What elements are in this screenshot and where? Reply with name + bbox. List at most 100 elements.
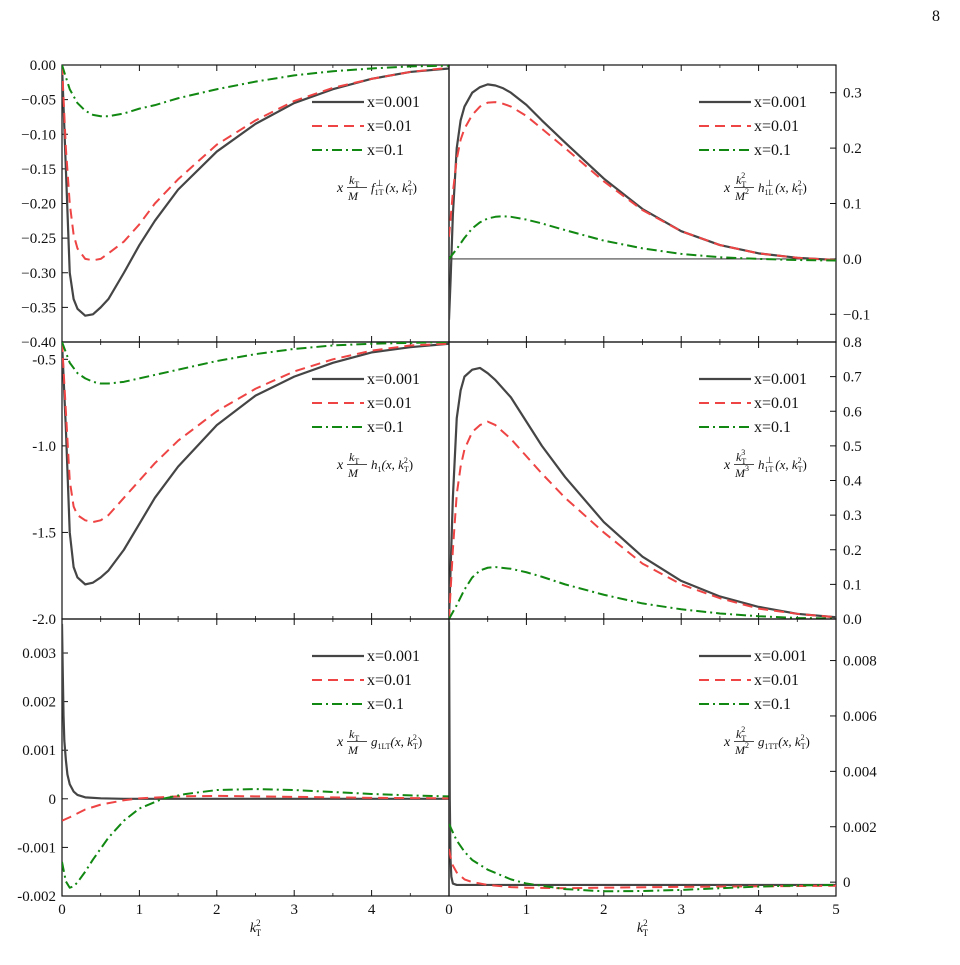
y-tick-label: 0.004 <box>843 764 877 780</box>
series-line-2 <box>449 215 836 262</box>
y-tick-label: 0.7 <box>843 370 862 386</box>
formula-denominator: M2 <box>734 741 749 757</box>
formula-denominator: M <box>347 466 359 480</box>
y-tick-label: 0.2 <box>843 543 862 559</box>
x-tick-label: 1 <box>136 902 144 918</box>
formula-numerator: kT2 <box>736 725 746 743</box>
y-tick-label: 0.6 <box>843 404 862 420</box>
series-line-2 <box>62 342 449 385</box>
y-tick-label: −0.20 <box>21 197 56 213</box>
legend-label-0: x=0.001 <box>754 94 807 111</box>
legend-label-2: x=0.1 <box>754 419 791 436</box>
y-tick-label: 0.4 <box>843 474 862 490</box>
series-line-1 <box>449 420 836 619</box>
x-tick-label: 4 <box>755 902 763 918</box>
panel-middle-left: -0.5 -1.0 -1.5 -2.0 x=0.001 x=0.01 x=0.1 xkTMh1… <box>32 341 450 628</box>
y-tick-label: 0.003 <box>22 646 56 662</box>
legend-label-1: x=0.01 <box>754 395 799 412</box>
formula-function: h1(x, k2 T) <box>371 456 413 474</box>
y-tick-label: -2.0 <box>32 612 56 628</box>
legend-label-1: x=0.01 <box>754 672 799 689</box>
y-tick-label: −0.15 <box>21 162 56 178</box>
y-tick-label: 0 <box>843 875 851 891</box>
x-axis-title: k2 T <box>250 918 262 938</box>
formula-prefix: x <box>723 181 731 196</box>
y-tick-label: 0.008 <box>843 654 877 670</box>
y-tick-label: 0.0 <box>843 252 862 268</box>
y-tick-label: 0 <box>49 792 57 808</box>
x-tick-label: 5 <box>832 902 840 918</box>
y-tick-label: −0.30 <box>21 266 56 282</box>
panel-top-right: 0.3 0.2 0.1 0.0 −0.1 x=0.001 x=0.01 x=0.1 x kT2M2… <box>448 64 870 343</box>
x-tick-label: 2 <box>600 902 608 918</box>
series-line-1 <box>449 101 836 262</box>
formula-function: h1L⊥ (x, k2 T) <box>758 178 807 197</box>
legend-label-0: x=0.001 <box>754 648 807 665</box>
formula-numerator: kT2 <box>736 171 746 189</box>
y-tick-label: 0.8 <box>843 335 862 351</box>
formula-denominator: M2 <box>734 187 749 203</box>
y-tick-label: -0.001 <box>17 840 56 856</box>
formula-numerator: kT <box>349 450 359 466</box>
series-line-1 <box>62 342 449 524</box>
legend-label-0: x=0.001 <box>367 648 420 665</box>
panel-middle-right: 0.8 0.7 0.6 0.5 0.4 0.3 0.2 0.1 0.0 x=0.001 x=0.01… <box>448 335 862 628</box>
formula-function: f1T⊥ (x, k2 T) <box>371 178 417 197</box>
y-tick-label: −0.05 <box>21 93 56 109</box>
y-tick-label: 0.00 <box>30 58 56 74</box>
y-tick-label: 0.006 <box>843 709 877 725</box>
series-line-2 <box>449 566 836 619</box>
panel-top-left: 0.00 −0.05 −0.10 −0.15 −0.20 −0.25 −0.30 −0.35 −… <box>21 58 450 351</box>
series-line-0 <box>449 621 836 887</box>
formula-prefix: x <box>336 735 344 750</box>
legend-label-0: x=0.001 <box>367 371 420 388</box>
legend-label-1: x=0.01 <box>367 672 412 689</box>
formula-denominator: M3 <box>734 464 749 480</box>
formula-prefix: x <box>723 458 731 473</box>
y-tick-label: 0.1 <box>843 197 862 213</box>
series-line-2 <box>449 823 836 893</box>
formula-function: g1LT(x, k2 T) <box>371 733 422 751</box>
formula-numerator: kT3 <box>736 448 746 466</box>
formula-denominator: M <box>347 743 359 757</box>
x-tick-label: 1 <box>523 902 531 918</box>
y-tick-label: 0.1 <box>843 577 862 593</box>
figure-caption <box>40 942 920 962</box>
y-tick-label: 0.002 <box>843 820 877 836</box>
y-tick-label: -1.5 <box>32 525 56 541</box>
y-tick-label: -1.0 <box>32 439 56 455</box>
y-tick-label: −0.25 <box>21 231 56 247</box>
y-tick-label: −0.40 <box>21 335 56 351</box>
formula-prefix: x <box>336 181 344 196</box>
formula-denominator: M <box>347 189 359 203</box>
legend-label-2: x=0.1 <box>367 696 404 713</box>
x-tick-label: 3 <box>290 902 298 918</box>
y-tick-label: 0.001 <box>22 743 56 759</box>
legend-label-2: x=0.1 <box>367 142 404 159</box>
legend-label-1: x=0.01 <box>367 118 412 135</box>
y-tick-label: −0.1 <box>843 307 870 323</box>
y-tick-label: 0.002 <box>22 695 56 711</box>
series-line-2 <box>62 788 449 889</box>
formula-function: g1TT(x, k2 T) <box>758 733 810 751</box>
y-tick-label: −0.10 <box>21 127 56 143</box>
series-line-0 <box>449 366 836 619</box>
x-tick-label: 2 <box>213 902 221 918</box>
panel-bottom-left: 0 1 2 3 4 0.003 0.002 0.001 0 -0.001 -0.002 x=0.001… <box>17 618 450 938</box>
x-tick-label: 0 <box>58 902 66 918</box>
series-line-1 <box>62 65 449 262</box>
formula-function: h1T⊥ (x, k2 T) <box>758 455 807 474</box>
y-tick-label: 0.0 <box>843 612 862 628</box>
formula-prefix: x <box>723 735 731 750</box>
x-axis-title: k2 T <box>637 918 649 938</box>
y-tick-label: 0.3 <box>843 86 862 102</box>
y-tick-label: 0.5 <box>843 439 862 455</box>
series-line-0 <box>62 623 449 800</box>
formula-numerator: kT <box>349 727 359 743</box>
formula-prefix: x <box>336 458 344 473</box>
